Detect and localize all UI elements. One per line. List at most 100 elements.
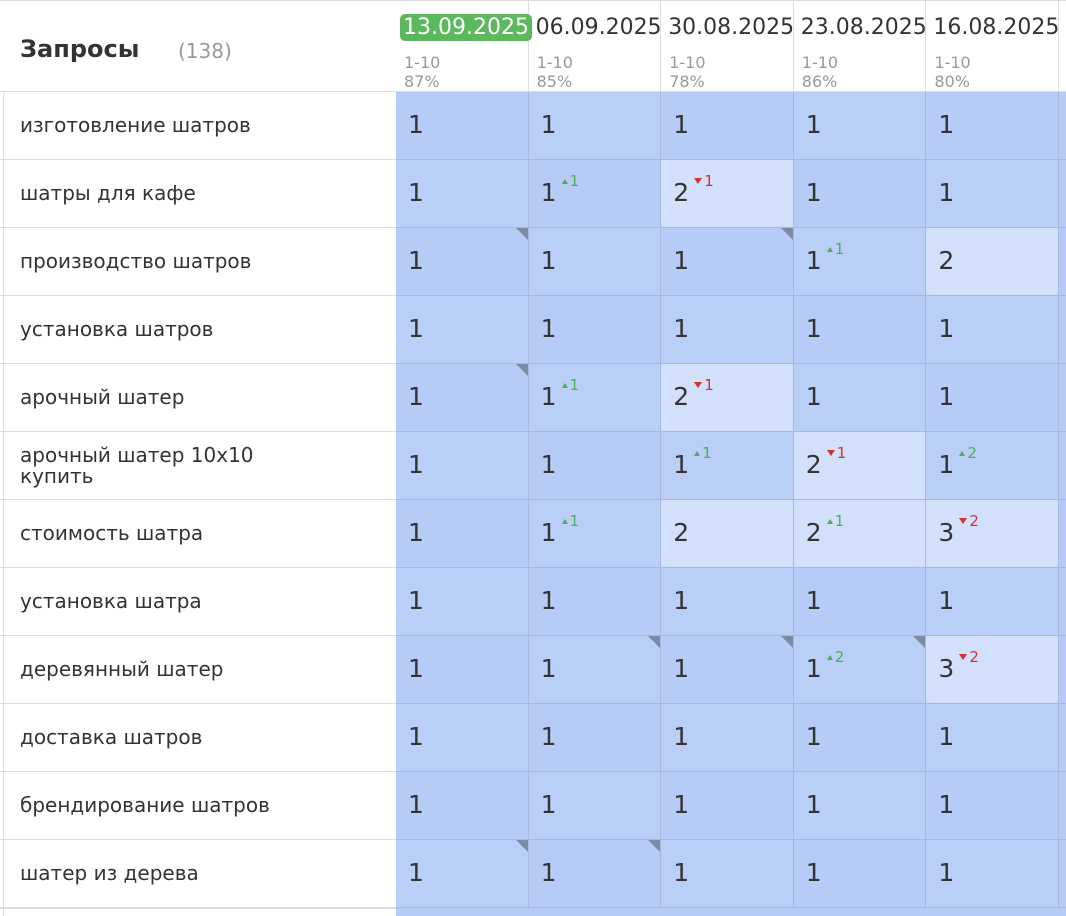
rank-cell[interactable]: 1 bbox=[793, 772, 927, 840]
date-header[interactable]: 06.09.2025 1-10 85% bbox=[528, 0, 662, 92]
arrow-down bbox=[694, 382, 703, 388]
rank-value: 1 bbox=[805, 382, 822, 411]
query-cell: арочный шатер bbox=[0, 364, 396, 432]
rank-cell[interactable]: 1 bbox=[528, 772, 662, 840]
rank-cell[interactable]: 1 bbox=[396, 296, 529, 364]
arrow-up bbox=[826, 654, 833, 660]
rank-cell[interactable]: 1 bbox=[793, 704, 927, 772]
rank-cell[interactable]: 1 bbox=[926, 704, 1059, 772]
rank-cell[interactable]: 1 bbox=[926, 364, 1059, 432]
rank-cell[interactable]: 1 bbox=[793, 296, 927, 364]
rank-cell[interactable]: 1 bbox=[396, 500, 529, 568]
rank-cell[interactable]: 2 bbox=[926, 228, 1059, 296]
rank-value: 1 bbox=[540, 314, 557, 343]
rank-change: 1 bbox=[561, 512, 579, 530]
rank-cell[interactable]: 1 bbox=[926, 568, 1059, 636]
rank-cell[interactable]: 1 bbox=[528, 840, 662, 908]
corner-marker bbox=[515, 840, 528, 852]
row-edge bbox=[396, 908, 1066, 916]
rank-cell[interactable]: 1 bbox=[926, 772, 1059, 840]
date-header[interactable]: 23.08.2025 1-10 86% bbox=[793, 0, 927, 92]
rank-cell[interactable]: 1 bbox=[528, 636, 662, 704]
rank-value: 1 bbox=[408, 178, 424, 207]
rank-value: 2 bbox=[673, 178, 690, 207]
rank-value: 1 bbox=[805, 110, 822, 139]
rank-cell[interactable]: 1 bbox=[396, 228, 529, 296]
rank-cell[interactable]: 1 bbox=[396, 704, 529, 772]
rank-cell[interactable]: 1 bbox=[528, 704, 662, 772]
rank-cell[interactable]: 1 bbox=[396, 568, 529, 636]
rank-value: 3 bbox=[938, 518, 955, 547]
rank-cell[interactable]: 1 bbox=[661, 92, 794, 160]
arrow-down bbox=[959, 518, 968, 524]
date-label: 23.08.2025 bbox=[800, 15, 927, 40]
change-number: 1 bbox=[834, 512, 845, 530]
arrow-down bbox=[959, 654, 968, 660]
rank-cell[interactable]: 1 bbox=[528, 228, 662, 296]
rank-cell[interactable]: 1 bbox=[528, 432, 662, 500]
rank-value: 1 bbox=[540, 450, 557, 479]
query-text: производство шатров bbox=[20, 249, 252, 273]
corner-marker bbox=[780, 636, 793, 648]
rank-value: 1 bbox=[805, 314, 822, 343]
rank-cell[interactable]: 1 bbox=[528, 568, 662, 636]
rank-cell[interactable]: 1 bbox=[396, 160, 529, 228]
rank-value: 1 bbox=[673, 110, 690, 139]
date-header[interactable]: 13.09.2025 1-10 87% bbox=[396, 0, 532, 92]
query-cell: изготовление шатров bbox=[0, 92, 396, 160]
rank-cell[interactable]: 1 bbox=[396, 636, 529, 704]
rank-cell[interactable]: 1 bbox=[793, 160, 927, 228]
rank-cell[interactable]: 1 bbox=[793, 364, 927, 432]
rank-cell[interactable]: 2 bbox=[661, 500, 794, 568]
rank-change: 2 bbox=[826, 648, 844, 666]
rank-cell[interactable]: 1 bbox=[926, 92, 1059, 160]
rank-cell[interactable]: 1 bbox=[926, 296, 1059, 364]
rank-cell[interactable]: 1 bbox=[793, 92, 927, 160]
rank-value: 1 bbox=[805, 654, 822, 683]
rank-cell[interactable]: 1 bbox=[396, 772, 529, 840]
corner-marker bbox=[648, 840, 661, 852]
rank-cell[interactable]: 1 bbox=[926, 160, 1059, 228]
rank-cell[interactable]: 1 bbox=[396, 432, 529, 500]
rank-cell[interactable]: 1 bbox=[926, 840, 1059, 908]
date-header[interactable]: 30.08.2025 1-10 78% bbox=[661, 0, 794, 92]
rank-value: 1 bbox=[673, 790, 690, 819]
rank-cell[interactable]: 1 bbox=[661, 704, 794, 772]
rank-value: 1 bbox=[938, 110, 955, 139]
rank-cell[interactable]: 1 bbox=[396, 92, 529, 160]
rank-cell[interactable]: 1 bbox=[661, 636, 794, 704]
date-label: 13.09.2025 bbox=[400, 14, 532, 41]
rank-cell[interactable]: 1 bbox=[528, 92, 662, 160]
rank-cell[interactable]: 1 bbox=[396, 364, 529, 432]
rank-cell[interactable]: 1 bbox=[661, 296, 794, 364]
query-text: доставка шатров bbox=[20, 725, 203, 749]
rank-cell[interactable]: 1 bbox=[661, 228, 794, 296]
rank-cell[interactable]: 1 bbox=[661, 772, 794, 840]
query-text: шатер из дерева bbox=[20, 861, 199, 885]
rank-cell[interactable]: 1 bbox=[661, 840, 794, 908]
rank-value: 1 bbox=[540, 790, 557, 819]
rank-cell[interactable]: 1 bbox=[661, 568, 794, 636]
date-header[interactable]: 16.08.2025 1-10 80% bbox=[926, 0, 1059, 92]
rank-cell[interactable]: 1 bbox=[793, 568, 927, 636]
rank-cell[interactable]: 1 bbox=[396, 840, 529, 908]
rank-value: 1 bbox=[540, 246, 557, 275]
rank-change: 1 bbox=[561, 376, 579, 394]
change-number: 2 bbox=[969, 512, 979, 530]
rank-cell[interactable]: 1 bbox=[528, 296, 662, 364]
rank-value: 1 bbox=[938, 586, 955, 615]
rank-cell[interactable]: 1 bbox=[793, 840, 927, 908]
